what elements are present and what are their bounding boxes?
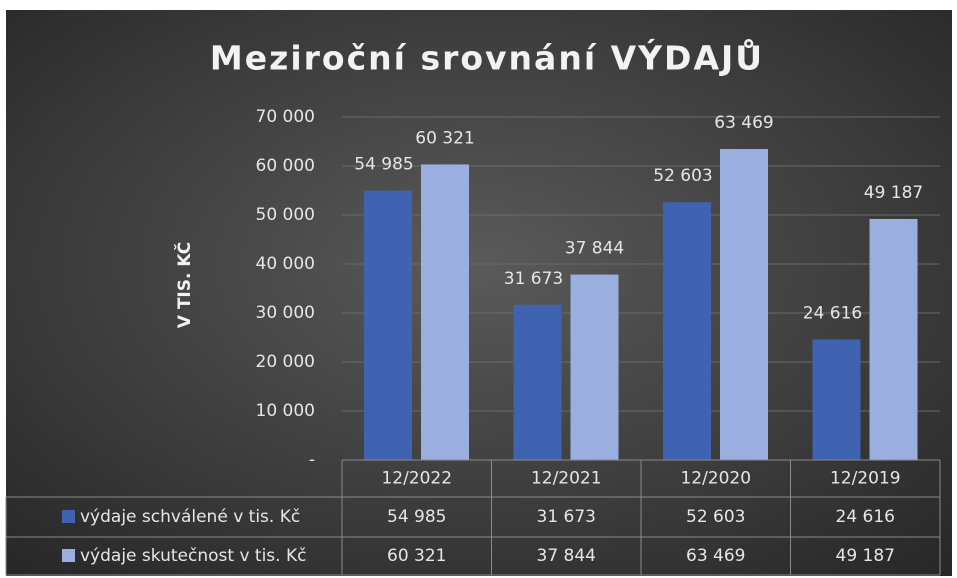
- bar: [513, 304, 562, 460]
- table-cell: 54 985: [387, 507, 446, 527]
- bar: [570, 274, 619, 460]
- legend-label: výdaje schválené v tis. Kč: [80, 507, 300, 527]
- bar: [720, 149, 768, 461]
- x-tick-label: 12/2019: [830, 469, 901, 489]
- bar: [812, 339, 861, 460]
- y-tick-label: 70 000: [256, 107, 315, 127]
- data-label: 60 321: [415, 128, 474, 148]
- bar: [663, 202, 711, 460]
- x-tick-label: 12/2020: [680, 469, 751, 489]
- table-cell: 31 673: [537, 507, 596, 527]
- legend-swatch: [62, 510, 75, 523]
- table-cell: 24 616: [836, 507, 895, 527]
- data-label: 24 616: [803, 303, 862, 323]
- chart-title: Meziroční srovnání VÝDAJŮ: [210, 38, 764, 78]
- data-label: 49 187: [864, 183, 923, 203]
- data-label: 63 469: [714, 113, 773, 133]
- y-tick-label: 50 000: [256, 205, 315, 225]
- y-tick-label: 60 000: [256, 156, 315, 176]
- data-label: 31 673: [504, 269, 563, 289]
- data-label: 54 985: [354, 155, 413, 175]
- bar: [364, 190, 412, 461]
- table-cell: 60 321: [387, 546, 446, 566]
- x-tick-label: 12/2022: [381, 469, 452, 489]
- chart-background: [6, 10, 952, 576]
- bar: [421, 164, 469, 460]
- bar: [869, 218, 918, 460]
- table-cell: 52 603: [686, 507, 745, 527]
- table-cell: 49 187: [836, 546, 895, 566]
- y-tick-label: 30 000: [256, 303, 315, 323]
- y-axis-label: V TIS. KČ: [173, 242, 195, 329]
- y-tick-label: 10 000: [256, 401, 315, 421]
- data-label: 52 603: [653, 166, 712, 186]
- y-tick-label: -: [309, 450, 315, 470]
- y-tick-label: 40 000: [256, 254, 315, 274]
- legend-swatch: [62, 549, 75, 562]
- data-label: 37 844: [565, 239, 624, 259]
- y-tick-label: 20 000: [256, 352, 315, 372]
- legend-label: výdaje skutečnost v tis. Kč: [80, 546, 306, 566]
- x-tick-label: 12/2021: [531, 469, 602, 489]
- table-cell: 37 844: [537, 546, 596, 566]
- table-cell: 63 469: [686, 546, 745, 566]
